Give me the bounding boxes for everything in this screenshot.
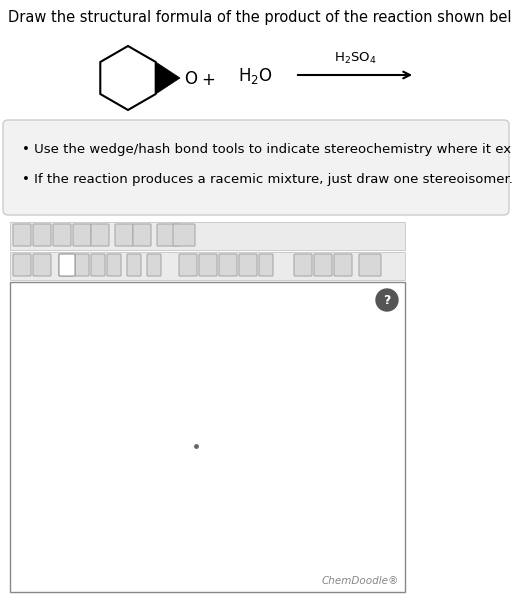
FancyBboxPatch shape — [115, 224, 133, 246]
FancyBboxPatch shape — [73, 224, 91, 246]
FancyBboxPatch shape — [359, 254, 381, 276]
FancyBboxPatch shape — [53, 224, 71, 246]
FancyBboxPatch shape — [13, 254, 31, 276]
Text: +: + — [201, 71, 215, 89]
FancyBboxPatch shape — [127, 254, 141, 276]
FancyBboxPatch shape — [33, 254, 51, 276]
FancyBboxPatch shape — [107, 254, 121, 276]
FancyBboxPatch shape — [75, 254, 89, 276]
FancyBboxPatch shape — [147, 254, 161, 276]
FancyBboxPatch shape — [13, 224, 31, 246]
FancyBboxPatch shape — [91, 254, 105, 276]
FancyBboxPatch shape — [157, 224, 179, 246]
Polygon shape — [156, 62, 180, 94]
Text: • Use the wedge/hash bond tools to indicate stereochemistry where it exists.: • Use the wedge/hash bond tools to indic… — [22, 143, 512, 156]
Text: $\mathregular{H_2SO_4}$: $\mathregular{H_2SO_4}$ — [334, 51, 376, 66]
FancyBboxPatch shape — [219, 254, 237, 276]
Circle shape — [376, 289, 398, 311]
FancyBboxPatch shape — [173, 224, 195, 246]
Text: • If the reaction produces a racemic mixture, just draw one stereoisomer.: • If the reaction produces a racemic mix… — [22, 173, 512, 186]
FancyBboxPatch shape — [294, 254, 312, 276]
Text: ?: ? — [383, 294, 391, 307]
FancyBboxPatch shape — [33, 224, 51, 246]
Bar — [10, 252, 405, 280]
Bar — [10, 222, 405, 250]
FancyBboxPatch shape — [334, 254, 352, 276]
FancyBboxPatch shape — [59, 254, 73, 276]
FancyBboxPatch shape — [239, 254, 257, 276]
Bar — [10, 282, 405, 592]
FancyBboxPatch shape — [259, 254, 273, 276]
FancyBboxPatch shape — [59, 254, 75, 276]
FancyBboxPatch shape — [199, 254, 217, 276]
FancyBboxPatch shape — [179, 254, 197, 276]
Text: $\mathregular{H_2O}$: $\mathregular{H_2O}$ — [238, 66, 273, 86]
FancyBboxPatch shape — [133, 224, 151, 246]
Text: O: O — [184, 70, 197, 88]
FancyBboxPatch shape — [314, 254, 332, 276]
FancyBboxPatch shape — [91, 224, 109, 246]
Text: Draw the structural formula of the product of the reaction shown below.: Draw the structural formula of the produ… — [8, 10, 512, 25]
FancyBboxPatch shape — [3, 120, 509, 215]
Text: ChemDoodle®: ChemDoodle® — [322, 576, 399, 586]
